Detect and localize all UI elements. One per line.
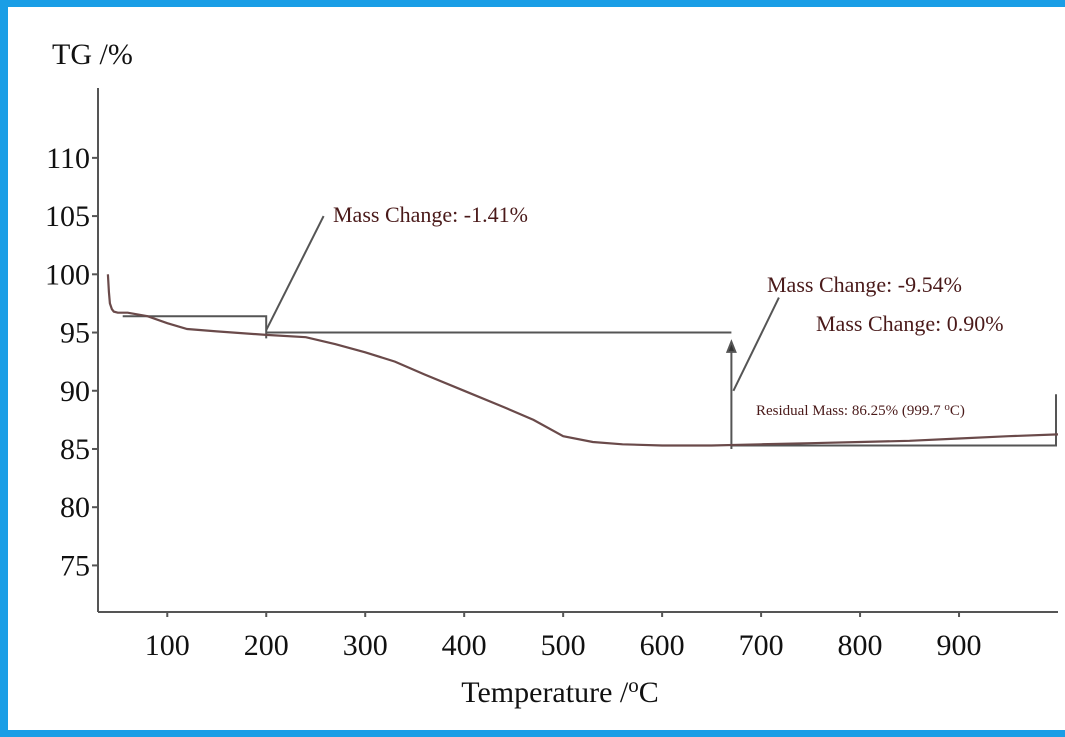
y-tick-label: 75 — [60, 549, 90, 582]
x-tick-label: 700 — [739, 629, 784, 662]
y-tick-label: 95 — [60, 317, 90, 350]
x-tick-label: 200 — [244, 629, 289, 662]
bracket-1-leader — [265, 215, 325, 331]
y-tick-label: 105 — [45, 200, 90, 233]
annotation-lines — [122, 215, 1057, 449]
y-tick-label: 100 — [45, 258, 90, 291]
x-tick-label: 500 — [541, 629, 586, 662]
x-axis-title: Temperature /oC — [461, 673, 659, 709]
x-ticks: 100 200 300 400 500 600 700 800 900 — [145, 612, 982, 662]
x-tick-label: 600 — [640, 629, 685, 662]
annotation-mass-change-3: Mass Change: 0.90% — [816, 311, 1004, 336]
y-tick-label: 80 — [60, 491, 90, 524]
x-axis-title-sup: o — [628, 673, 639, 697]
residual-suffix: C) — [950, 403, 965, 419]
y-tick-label: 85 — [60, 433, 90, 466]
x-axis-title-main: Temperature / — [461, 676, 629, 709]
bracket-3-base — [731, 394, 1057, 447]
residual-main: Residual Mass: 86.25% (999.7 — [756, 403, 944, 419]
y-ticks: 75 80 85 90 95 100 105 110 — [45, 142, 98, 582]
bracket-2-leader — [732, 297, 780, 392]
tg-curve — [106, 274, 1059, 447]
x-axis-title-unit: C — [639, 676, 659, 709]
x-tick-label: 100 — [145, 629, 190, 662]
y-tick-label: 110 — [46, 142, 90, 175]
x-tick-label: 800 — [838, 629, 883, 662]
annotation-mass-change-1: Mass Change: -1.41% — [333, 202, 528, 227]
y-tick-label: 90 — [60, 375, 90, 408]
annotation-residual-mass: Residual Mass: 86.25% (999.7 oC) — [756, 401, 965, 419]
x-tick-label: 900 — [937, 629, 982, 662]
residual-sup: o — [944, 401, 950, 413]
annotation-mass-change-2: Mass Change: -9.54% — [767, 272, 962, 297]
bracket-1-top — [122, 315, 268, 339]
bracket-2-arrowhead — [725, 339, 737, 353]
y-axis-title: TG /% — [52, 38, 133, 71]
x-tick-label: 300 — [343, 629, 388, 662]
x-tick-label: 400 — [442, 629, 487, 662]
